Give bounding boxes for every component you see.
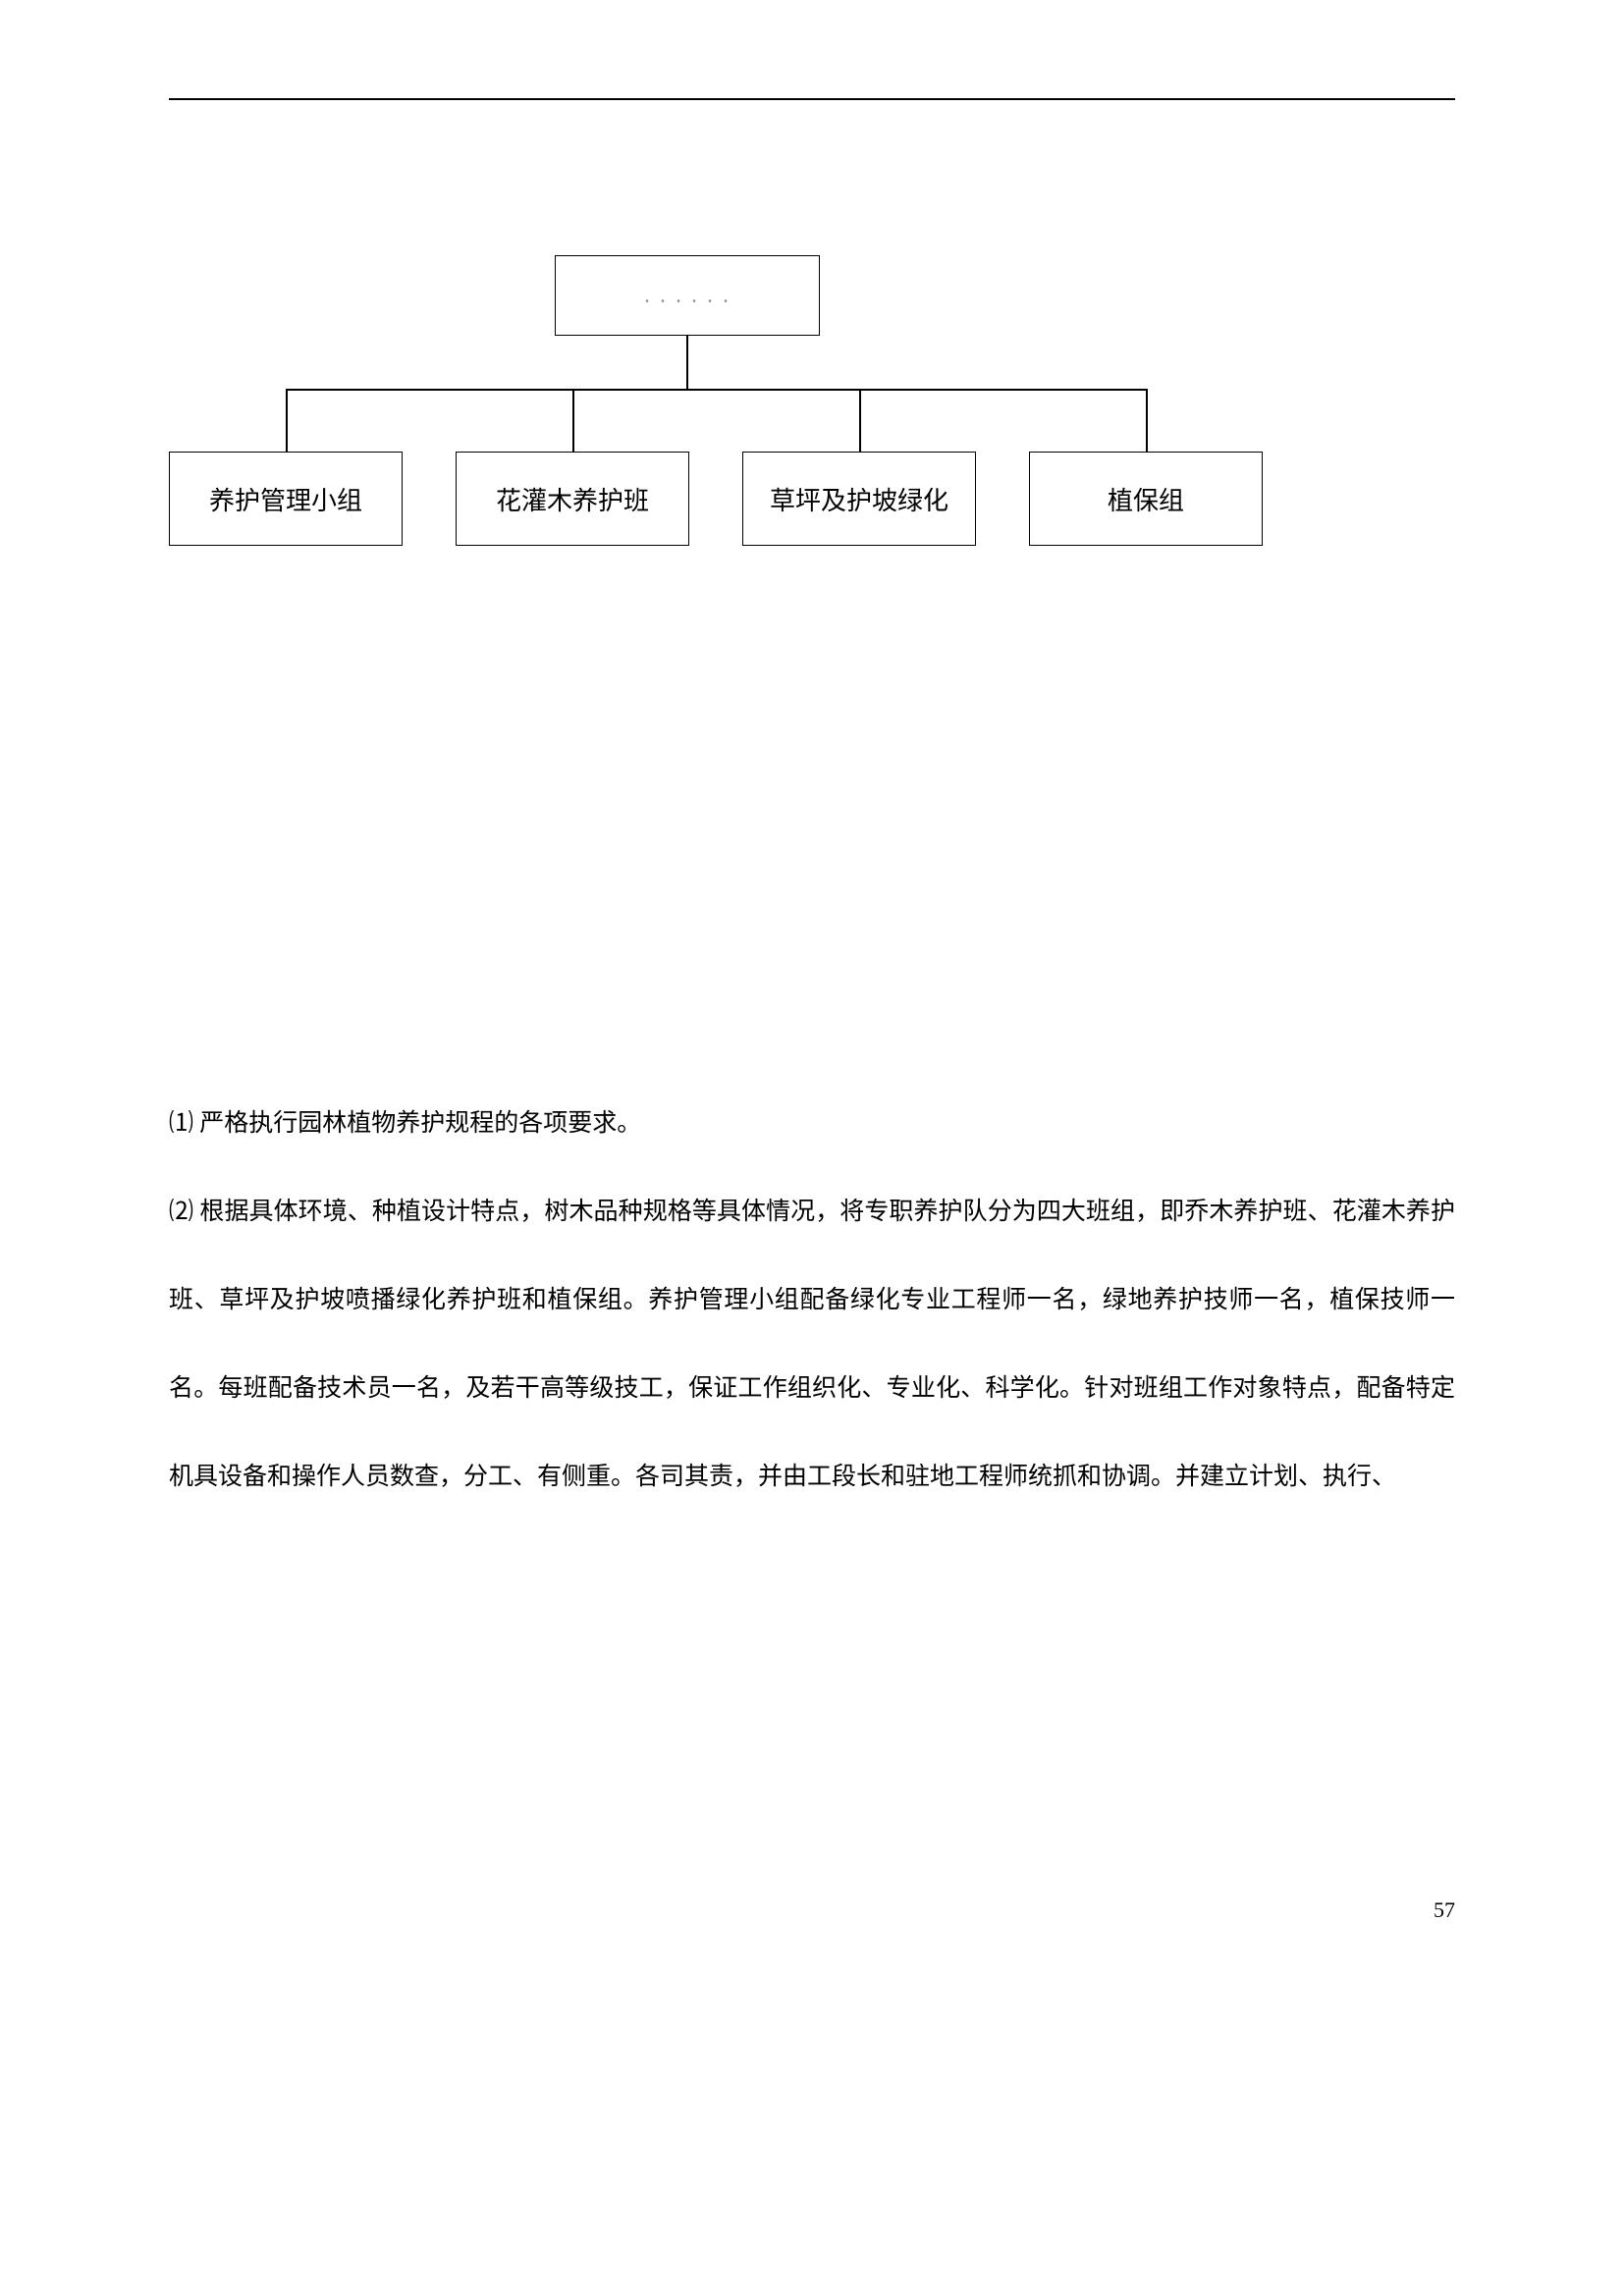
top-rule <box>169 98 1455 100</box>
org-child-2-label: 花灌木养护班 <box>496 481 649 517</box>
page-content: . . . . . . 养护管理小组 花灌木养护班 草坪及护坡绿化 植保组 ⑴ … <box>169 98 1455 100</box>
body-text: ⑴ 严格执行园林植物养护规程的各项要求。 ⑵ 根据具体环境、种植设计特点，树木品… <box>169 1080 1455 1522</box>
org-child-3-label: 草坪及护坡绿化 <box>770 481 948 517</box>
dropline-1 <box>286 389 288 452</box>
org-top-box: . . . . . . <box>555 255 820 336</box>
dropline-3 <box>859 389 861 452</box>
connector-vline-top <box>686 336 688 389</box>
org-child-2: 花灌木养护班 <box>456 452 689 546</box>
page-number: 57 <box>1434 1897 1455 1923</box>
dropline-2 <box>572 389 574 452</box>
org-child-4-label: 植保组 <box>1108 481 1184 517</box>
paragraph-2: ⑵ 根据具体环境、种植设计特点，树木品种规格等具体情况，将专职养护队分为四大班组… <box>169 1168 1455 1522</box>
org-child-3: 草坪及护坡绿化 <box>742 452 976 546</box>
org-child-4: 植保组 <box>1029 452 1263 546</box>
org-chart: . . . . . . 养护管理小组 花灌木养护班 草坪及护坡绿化 植保组 <box>169 255 1455 589</box>
connector-hbus <box>286 389 1146 391</box>
org-top-label: . . . . . . <box>644 283 731 309</box>
dropline-4 <box>1146 389 1148 452</box>
org-child-1-label: 养护管理小组 <box>209 481 362 517</box>
org-child-1: 养护管理小组 <box>169 452 403 546</box>
paragraph-1: ⑴ 严格执行园林植物养护规程的各项要求。 <box>169 1080 1455 1168</box>
